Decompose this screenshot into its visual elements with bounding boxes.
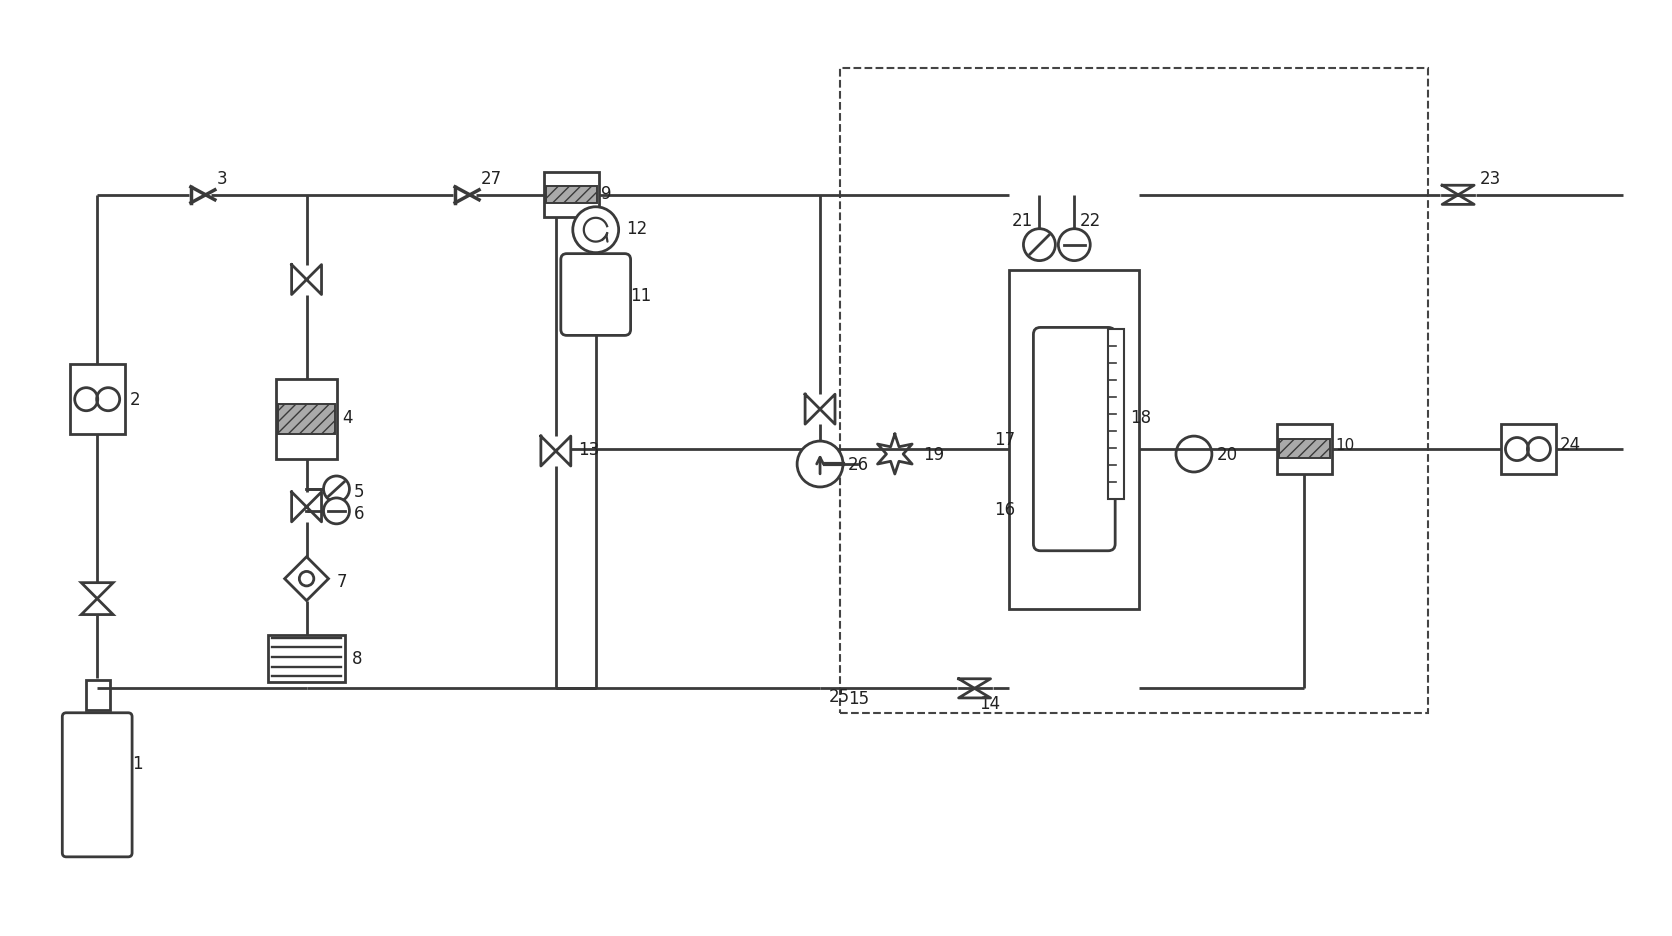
Polygon shape [291, 492, 321, 522]
Polygon shape [291, 265, 321, 295]
Circle shape [323, 476, 349, 503]
Polygon shape [540, 436, 570, 466]
Circle shape [1058, 229, 1090, 261]
Polygon shape [82, 599, 114, 615]
Bar [839, 69, 1428, 713]
Polygon shape [806, 395, 834, 425]
Text: 15: 15 [848, 690, 869, 708]
Circle shape [798, 442, 843, 488]
Text: 8: 8 [351, 650, 361, 667]
Text: 13: 13 [579, 441, 599, 459]
Text: 11: 11 [630, 286, 652, 304]
FancyBboxPatch shape [1033, 328, 1115, 551]
Text: 17: 17 [995, 431, 1015, 448]
Text: 25: 25 [829, 688, 849, 706]
Text: 1: 1 [132, 754, 142, 772]
Text: 22: 22 [1080, 212, 1100, 229]
Text: 23: 23 [1480, 169, 1501, 187]
Bar [70, 365, 125, 434]
Bar [545, 186, 597, 203]
Bar [276, 380, 338, 460]
Bar [87, 680, 110, 710]
Bar [1279, 440, 1329, 459]
Bar [268, 635, 346, 682]
Text: 6: 6 [353, 505, 364, 522]
Polygon shape [1443, 186, 1475, 205]
Text: 26: 26 [848, 456, 869, 474]
Text: 21: 21 [1012, 212, 1033, 229]
Bar [1501, 425, 1557, 475]
Polygon shape [284, 557, 328, 601]
Text: 4: 4 [343, 409, 353, 427]
Text: 12: 12 [625, 219, 647, 238]
Text: 5: 5 [353, 482, 364, 501]
Circle shape [1023, 229, 1055, 261]
FancyBboxPatch shape [560, 255, 630, 336]
Text: 18: 18 [1130, 409, 1152, 427]
Polygon shape [82, 583, 114, 599]
Circle shape [573, 208, 619, 254]
Text: 27: 27 [482, 169, 502, 187]
Text: 2: 2 [130, 391, 140, 409]
Text: 16: 16 [995, 501, 1015, 519]
Polygon shape [958, 679, 990, 698]
Bar [543, 173, 599, 217]
Bar [278, 404, 336, 434]
Text: 24: 24 [1560, 435, 1582, 454]
Text: 19: 19 [923, 446, 945, 463]
Text: 7: 7 [336, 572, 348, 590]
Bar [1010, 271, 1139, 609]
Bar [1109, 330, 1124, 500]
Text: 3: 3 [217, 169, 227, 187]
Text: 10: 10 [1336, 437, 1354, 452]
Text: 20: 20 [1217, 446, 1237, 463]
Circle shape [323, 498, 349, 524]
Bar [1277, 425, 1331, 475]
Text: 9: 9 [600, 184, 612, 202]
Text: 14: 14 [980, 695, 1002, 712]
